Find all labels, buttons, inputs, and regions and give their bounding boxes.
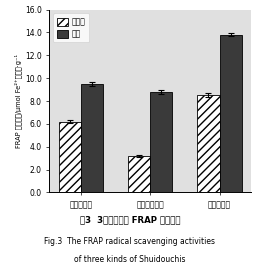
Y-axis label: FRAP 还原能力/μmol Fe²⁺相当量·g⁻¹: FRAP 还原能力/μmol Fe²⁺相当量·g⁻¹: [15, 54, 22, 148]
Bar: [150, 92, 172, 192]
Text: Fig.3  The FRAP radical scavenging activities: Fig.3 The FRAP radical scavenging activi…: [44, 237, 216, 246]
Legend: 未发酵, 发酵: 未发酵, 发酵: [53, 13, 89, 42]
Bar: [58, 121, 81, 192]
Bar: [197, 95, 219, 192]
Text: of three kinds of Shuidouchis: of three kinds of Shuidouchis: [74, 255, 186, 264]
Bar: [219, 35, 242, 192]
Bar: [128, 156, 150, 192]
Bar: [81, 84, 103, 192]
Text: 图3  3种水豆豉的 FRAP 还原能力: 图3 3种水豆豉的 FRAP 还原能力: [80, 215, 180, 224]
